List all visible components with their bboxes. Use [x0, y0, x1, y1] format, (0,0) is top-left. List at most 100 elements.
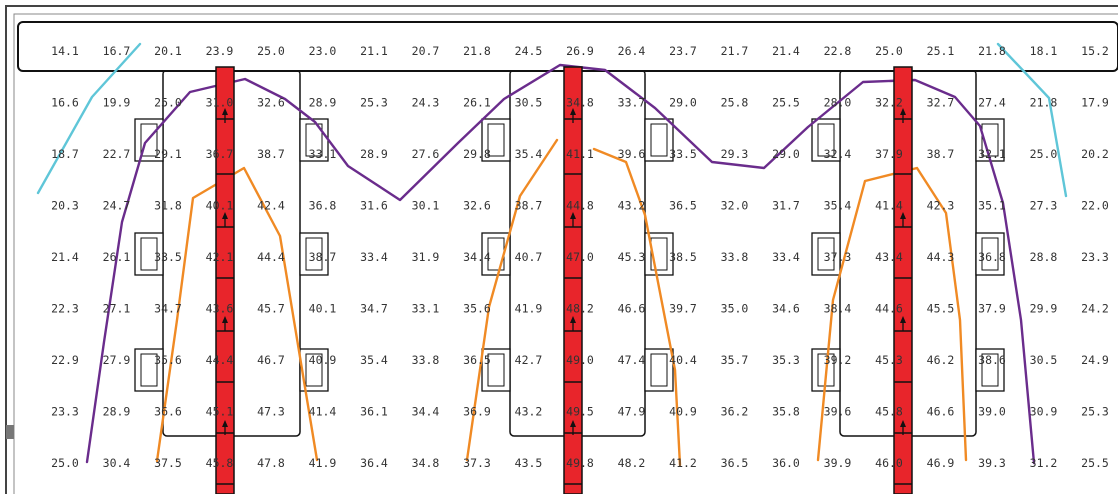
temp-cell: 24.7: [103, 199, 131, 213]
temp-cell: 26.1: [463, 96, 491, 110]
temp-cell: 46.0: [875, 456, 903, 470]
arrow-up-icon: [570, 420, 576, 427]
temp-cell: 45.3: [618, 250, 646, 264]
temp-cell: 20.3: [51, 199, 79, 213]
temp-cell: 33.5: [154, 250, 182, 264]
temp-cell: 23.0: [309, 44, 337, 58]
temp-cell: 38.6: [978, 353, 1006, 367]
temp-cell: 20.1: [154, 44, 182, 58]
temp-cell: 42.3: [927, 199, 955, 213]
port-inner-left-1-3: [140, 353, 158, 387]
temp-cell: 28.0: [824, 96, 852, 110]
temp-cell: 37.3: [824, 250, 852, 264]
temp-cell: 33.7: [618, 96, 646, 110]
port-left-1-3: [134, 348, 164, 392]
port-inner-right-2-3: [650, 353, 668, 387]
temp-cell: 27.6: [412, 147, 440, 161]
temp-cell: 24.2: [1081, 302, 1109, 316]
temp-cell: 37.5: [154, 456, 182, 470]
temp-cell: 46.7: [257, 353, 285, 367]
temp-cell: 44.8: [566, 199, 594, 213]
temp-cell: 36.5: [463, 353, 491, 367]
temp-cell: 27.9: [103, 353, 131, 367]
port-inner-right-2-1: [650, 123, 668, 157]
arrow-up-icon: [570, 316, 576, 323]
temp-cell: 21.8: [1030, 96, 1058, 110]
temp-cell: 43.2: [515, 405, 543, 419]
arrow-up-icon: [900, 212, 906, 219]
temp-cell: 32.6: [463, 199, 491, 213]
temp-cell: 47.8: [257, 456, 285, 470]
temp-cell: 33.4: [772, 250, 800, 264]
temp-cell: 28.8: [1030, 250, 1058, 264]
temp-cell: 26.1: [103, 250, 131, 264]
temp-cell: 25.0: [51, 456, 79, 470]
temp-cell: 36.8: [309, 199, 337, 213]
temp-cell: 47.3: [257, 405, 285, 419]
temp-cell: 38.7: [515, 199, 543, 213]
port-right-2-1: [644, 118, 674, 162]
temp-cell: 44.3: [927, 250, 955, 264]
temp-cell: 33.8: [721, 250, 749, 264]
temp-cell: 43.2: [618, 199, 646, 213]
temp-cell: 22.9: [51, 353, 79, 367]
temp-cell: 26.4: [618, 44, 646, 58]
temp-cell: 28.9: [360, 147, 388, 161]
temp-cell: 32.4: [824, 147, 852, 161]
temp-cell: 33.1: [309, 147, 337, 161]
temp-cell: 42.4: [257, 199, 285, 213]
temp-cell: 34.4: [463, 250, 491, 264]
temp-cell: 33.4: [360, 250, 388, 264]
temp-cell: 40.1: [206, 199, 234, 213]
temp-cell: 23.9: [206, 44, 234, 58]
temp-cell: 17.9: [1081, 96, 1109, 110]
temp-cell: 36.7: [206, 147, 234, 161]
temp-cell: 21.4: [772, 44, 800, 58]
temp-cell: 35.0: [721, 302, 749, 316]
port-inner-right-1-3: [305, 353, 323, 387]
temp-cell: 34.7: [360, 302, 388, 316]
temp-cell: 27.3: [1030, 199, 1058, 213]
temp-cell: 43.4: [875, 250, 903, 264]
temp-cell: 30.1: [412, 199, 440, 213]
temp-cell: 45.3: [875, 353, 903, 367]
temp-cell: 23.7: [669, 44, 697, 58]
temp-cell: 28.9: [103, 405, 131, 419]
temp-cell: 29.0: [669, 96, 697, 110]
temp-cell: 30.5: [1030, 353, 1058, 367]
temp-cell: 47.9: [618, 405, 646, 419]
temp-cell: 14.1: [51, 44, 79, 58]
arrow-up-icon: [222, 420, 228, 427]
port-inner-right-3-3: [981, 353, 999, 387]
temp-cell: 46.9: [927, 456, 955, 470]
port-left-1-2: [134, 232, 164, 276]
temp-cell: 41.9: [515, 302, 543, 316]
port-right-1-2: [299, 232, 329, 276]
temp-cell: 27.4: [978, 96, 1006, 110]
temp-cell: 48.2: [566, 302, 594, 316]
temp-cell: 45.8: [875, 405, 903, 419]
door-marker: [6, 425, 14, 439]
temp-cell: 40.7: [515, 250, 543, 264]
temp-cell: 39.7: [669, 302, 697, 316]
arrow-up-icon: [570, 108, 576, 115]
temp-cell: 23.3: [51, 405, 79, 419]
temp-cell: 35.4: [515, 147, 543, 161]
temp-cell: 32.7: [927, 96, 955, 110]
temp-cell: 36.5: [721, 456, 749, 470]
port-right-2-3: [644, 348, 674, 392]
port-inner-left-2-1: [487, 123, 505, 157]
temp-cell: 23.3: [1081, 250, 1109, 264]
temp-cell: 32.6: [257, 96, 285, 110]
temp-cell: 45.8: [206, 456, 234, 470]
temp-cell: 25.8: [721, 96, 749, 110]
temp-cell: 36.9: [463, 405, 491, 419]
temp-cell: 47.4: [618, 353, 646, 367]
temp-cell: 34.7: [154, 302, 182, 316]
temp-cell: 37.9: [978, 302, 1006, 316]
temp-cell: 25.5: [1081, 456, 1109, 470]
temp-cell: 16.6: [51, 96, 79, 110]
port-inner-left-1-2: [140, 237, 158, 271]
temp-cell: 25.0: [1030, 147, 1058, 161]
temp-cell: 38.7: [309, 250, 337, 264]
